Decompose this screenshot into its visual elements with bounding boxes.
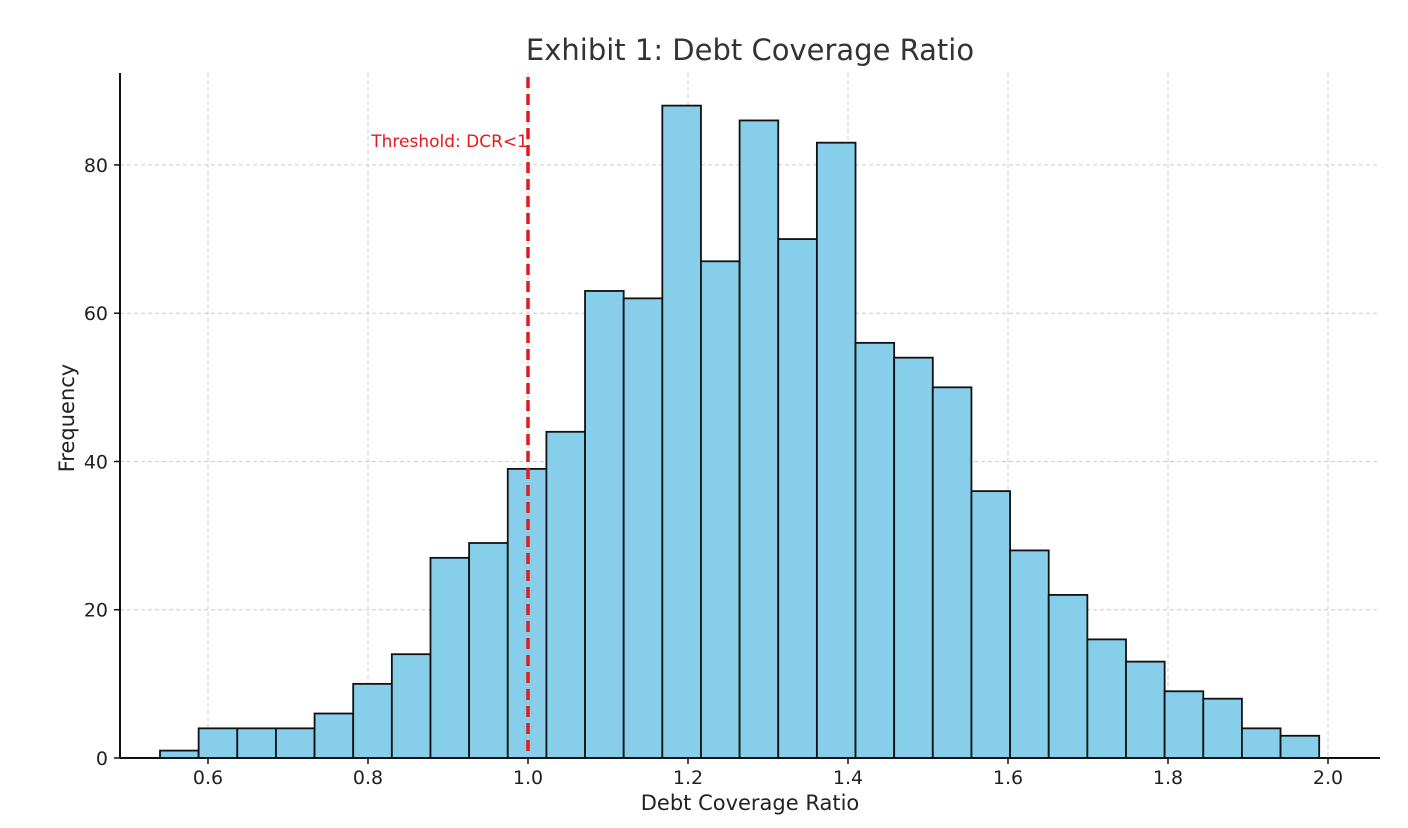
histogram-bar — [700, 260, 741, 759]
histogram-bar — [197, 727, 239, 759]
x-tick-label: 1.8 — [1153, 767, 1183, 789]
histogram-bar — [622, 297, 664, 759]
histogram-bar — [854, 341, 896, 759]
x-tick-label: 0.6 — [193, 767, 223, 789]
histogram-bar — [893, 356, 934, 759]
histogram-bar — [390, 653, 432, 759]
histogram-bar — [275, 727, 316, 759]
chart-title: Exhibit 1: Debt Coverage Ratio — [526, 33, 974, 67]
y-tick-label: 20 — [84, 600, 108, 622]
histogram-bar — [584, 290, 625, 759]
axes — [114, 73, 1380, 764]
x-tick-label: 0.8 — [353, 767, 383, 789]
x-tick-label: 1.6 — [993, 767, 1023, 789]
histogram-bar — [1086, 638, 1127, 759]
histogram-bar — [1202, 697, 1243, 759]
histogram-bar — [429, 556, 471, 759]
histogram-bar — [159, 749, 200, 759]
x-tick-label: 1.0 — [513, 767, 543, 789]
histogram-bar — [352, 682, 393, 759]
histogram-bar — [1125, 660, 1166, 759]
histogram-bars — [159, 104, 1321, 759]
y-tick-label: 0 — [96, 748, 108, 770]
histogram-bar — [931, 386, 973, 759]
histogram-bar — [777, 238, 818, 759]
histogram-bar — [236, 727, 277, 759]
y-axis-label: Frequency — [55, 364, 79, 473]
threshold-label: Threshold: DCR<1 — [370, 132, 528, 152]
tick-labels: 0.6 0.8 1.0 1.2 1.4 1.6 1.8 2.0 0 20 40 60 80 — [84, 155, 1343, 789]
histogram-bar — [468, 542, 509, 759]
histogram-bar — [313, 712, 355, 759]
histogram-bar — [1009, 549, 1050, 759]
y-tick-label: 80 — [84, 155, 108, 177]
histogram-bar — [815, 141, 857, 759]
histogram-bar — [1241, 727, 1282, 759]
histogram-bar — [1047, 594, 1089, 759]
histogram-bar — [1279, 734, 1321, 759]
histogram-bar — [545, 430, 586, 759]
histogram-bar — [661, 104, 702, 759]
histogram-bar — [970, 490, 1011, 759]
x-tick-label: 1.2 — [673, 767, 703, 789]
x-tick-label: 2.0 — [1313, 767, 1343, 789]
x-axis-label: Debt Coverage Ratio — [641, 791, 860, 815]
histogram-bar — [738, 119, 780, 759]
y-tick-label: 60 — [84, 303, 108, 325]
y-tick-label: 40 — [84, 451, 108, 473]
threshold-marker: Threshold: DCR<1 — [370, 77, 530, 758]
x-tick-label: 1.4 — [833, 767, 863, 789]
histogram-bar — [1163, 690, 1205, 759]
